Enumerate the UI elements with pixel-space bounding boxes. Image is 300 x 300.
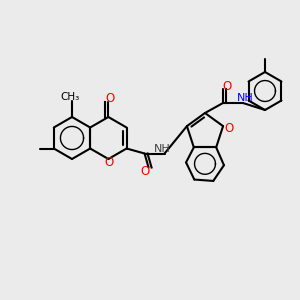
Text: O: O bbox=[140, 165, 149, 178]
Text: O: O bbox=[222, 80, 232, 94]
Text: O: O bbox=[105, 157, 114, 169]
Text: NH: NH bbox=[237, 93, 254, 103]
Text: O: O bbox=[224, 122, 234, 135]
Text: CH₃: CH₃ bbox=[60, 92, 80, 102]
Text: O: O bbox=[106, 92, 115, 104]
Text: NH: NH bbox=[154, 143, 171, 154]
